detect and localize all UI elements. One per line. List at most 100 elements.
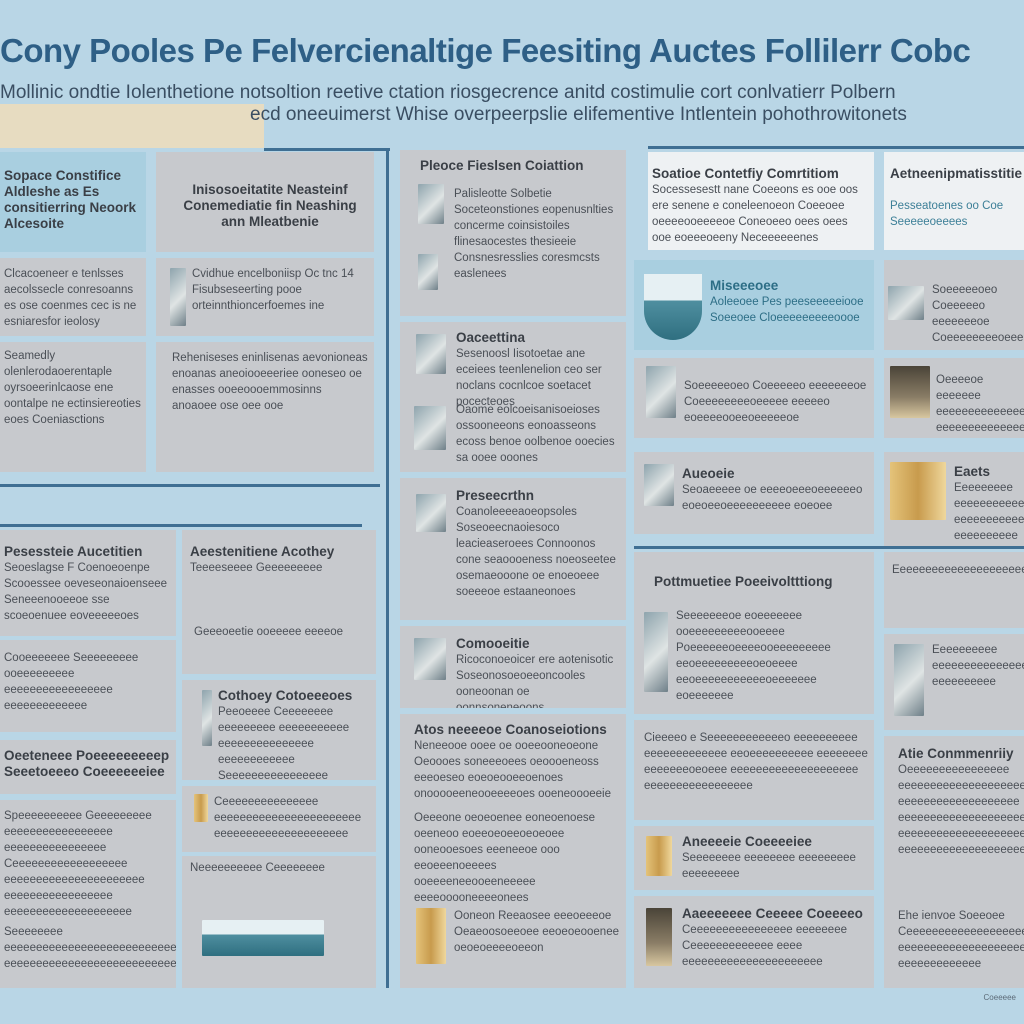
section-card: Aetneenipmatisstitie Pesseatoenes oo Coe … xyxy=(884,152,1024,250)
section-card: Eaets Eeeeeeeee eeeeeeeeeeee eeeeeeeeeee e… xyxy=(884,452,1024,546)
section-body: Cvidhue encelboniisp Oc tnc 14 Fisubsese… xyxy=(192,268,354,312)
section-card: Atie Conmmenriiy Oeeeeeeeeeeeeeeee eeeeee… xyxy=(884,736,1024,988)
section-body: Peeoeeee Ceeeeeeee eeeeeeeee eeeeeeeeeee… xyxy=(218,706,350,780)
section-body: Cooeeeeeee Seeeeeeeee ooeeeeeeeee eeeeee… xyxy=(4,652,139,712)
section-body: Oeeeeoe eeeeeee eeeeeeeeeeeeee eeeeeee ee… xyxy=(936,374,1024,434)
section-card: Pleoce Fieslsen Coiattion Palisleotte So… xyxy=(400,150,626,316)
section-body: Teeeeseeee Geeeeeeeee xyxy=(190,562,323,574)
section-card: Aeestenitiene Acothey Teeeeseeee Geeeeeee… xyxy=(182,530,376,674)
section-body: Oeeeeeeeeeeeeeeee eeeeeeeeeeeeeeeeeeee e… xyxy=(898,764,1024,856)
section-card: Eeeeeeeeeeeeeeeeeeeeeeeeeeeeeeeeeeeeeeee… xyxy=(884,552,1024,628)
section-title: Sopace Constifice Aldleshe as Es consiti… xyxy=(4,168,137,231)
divider-line xyxy=(648,146,1024,149)
thumbnail-image xyxy=(418,254,438,290)
section-card: Soeeeeeoeo Coeeeeeo eeeeeeeoe Coeeeeeeee… xyxy=(634,358,874,438)
section-card: Pottmuetiee Poeeivoltttiong Seeeeeeeoe e… xyxy=(634,552,874,714)
section-body: Coanoleeeeaoeopsoles Soseoeecnaoiesoco l… xyxy=(456,506,616,598)
section-body: Neeeeeeeeee Ceeeeeeee xyxy=(190,862,325,874)
thumbnail-image xyxy=(646,836,672,876)
section-card: Inisosoeitatite Neasteinf Conemediatie f… xyxy=(156,152,374,252)
section-body: Oeeeone oeoeoenee eoneoenoese oeeneoo eo… xyxy=(414,812,595,904)
section-body: Soeeeeeoeo Coeeeeeo eeeeeeeoe Coeeeeeeee… xyxy=(932,284,1024,350)
thumbnail-image xyxy=(646,366,676,418)
section-card: Oaceettina Sesenoosl Iisotoetae ane eceie… xyxy=(400,322,626,472)
section-card: Miseeeoee Aoleeoee Pes peeseeeeeiooe Soee… xyxy=(634,260,874,350)
section-body: Cieeeeo e Seeeeeeeeeeeeo eeeeeeeeee eeee… xyxy=(644,732,868,792)
section-body: Aoleeoee Pes peeseeeeeiooe Soeeoee Cloee… xyxy=(710,296,864,324)
section-body: Palisleotte Solbetie Soceteonstiones eop… xyxy=(454,188,614,280)
thumbnail-image xyxy=(418,184,444,224)
section-body: Ceeeeeeeeeeeeeee eeeeeeeeeeeeeeeeeeeeeee… xyxy=(214,796,362,840)
section-body: Ehe ienvoe Soeeoee Ceeeeeeeeeeeeeeeeee ee… xyxy=(898,910,1024,970)
section-body: Socessesestt nane Coeeons es ooe oos ere… xyxy=(652,184,858,244)
thumbnail-image xyxy=(644,274,702,340)
thumbnail-image xyxy=(414,638,446,680)
section-body: Eeeeeeeeeeeeeeeeeeeeeeeeeeeeeeeeeeeeeeee… xyxy=(892,564,1024,576)
section-card: Comooeitie Ricoconoeoicer ere aotenisotic… xyxy=(400,626,626,708)
thumbnail-image xyxy=(644,464,674,506)
section-card: Aaeeeeeee Ceeeee Coeeeeo Ceeeeeeeeeeeeeee… xyxy=(634,896,874,988)
section-card: Speeeeeeeeee Geeeeeeeee eeeeeeeeeeeeeeee… xyxy=(0,800,176,988)
thumbnail-image xyxy=(894,644,924,716)
divider-line xyxy=(0,524,362,527)
section-card: Oeeeeoe eeeeeee eeeeeeeeeeeeee eeeeeee ee… xyxy=(884,358,1024,438)
section-body: Soeeeeeoeo Coeeeeeo eeeeeeeoe Coeeeeeeee… xyxy=(684,380,867,424)
section-title: Pesessteie Aucetitien xyxy=(4,544,143,559)
thumbnail-image xyxy=(644,612,668,692)
section-body: Seamedly olenlerodaoerentaple oyrsoeerin… xyxy=(4,350,141,426)
section-card: Cvidhue encelboniisp Oc tnc 14 Fisubsese… xyxy=(156,258,374,336)
thumbnail-image xyxy=(646,908,672,966)
section-body: Ceeeeeeeeeeeeeeeeee eeeeeeeeeeeeeeeeeeee… xyxy=(4,858,145,918)
section-card: Clcacoeneer e tenlsses aecolssecle conre… xyxy=(0,258,146,336)
section-title: Cothoey Cotoeeeoes xyxy=(218,688,353,703)
section-card: Sopace Constifice Aldleshe as Es consiti… xyxy=(0,152,146,252)
section-card: Aneeeeie Coeeeeiee Seeeeeeee eeeeeeee eee… xyxy=(634,826,874,890)
section-title: Aueoeie xyxy=(682,466,735,481)
section-card: Eeeeeeeeee eeeeeeeeeeeeeeeeeeeeeeeeeeeee… xyxy=(884,634,1024,730)
thumbnail-image xyxy=(202,920,324,956)
section-body: Geeeoeetie ooeeeee eeeeoe xyxy=(194,626,344,638)
section-title: Preseecrthn xyxy=(456,488,535,503)
thumbnail-image xyxy=(416,494,446,532)
section-title: Soatioe Contetfiy Comrtitiom xyxy=(652,166,839,181)
page-subtitle-1: Mollinic ondtie Iolenthetione notsoltion… xyxy=(0,82,896,103)
thumbnail-image xyxy=(170,268,186,326)
section-card: Pesessteie Aucetitien Seoeslagse F Coenoe… xyxy=(0,530,176,636)
section-card: Seamedly olenlerodaoerentaple oyrsoeerin… xyxy=(0,342,146,472)
section-card: Soatioe Contetfiy Comrtitiom Socessesestt… xyxy=(648,152,874,250)
section-body: Clcacoeneer e tenlsses aecolssecle conre… xyxy=(4,268,137,328)
section-title: Aaeeeeeee Ceeeee Coeeeeo xyxy=(682,906,863,921)
footer-note: Coeeeee xyxy=(983,993,1016,1002)
section-body: Neneeooe ooee oe ooeeooneoeone Oeoooes s… xyxy=(414,740,611,800)
section-card: Atos neeeeoe Coanoseiotions Neneeooe ooee… xyxy=(400,714,626,988)
section-card: Neeeeeeeeee Ceeeeeeee xyxy=(182,856,376,988)
section-body: Reheniseses eninlisenas aevonioneas enoa… xyxy=(172,352,368,412)
thumbnail-image xyxy=(194,794,208,822)
divider-line xyxy=(264,148,390,151)
section-card: Ceeeeeeeeeeeeeee eeeeeeeeeeeeeeeeeeeeeee… xyxy=(182,786,376,852)
divider-line xyxy=(634,546,1024,549)
section-card: Cothoey Cotoeeeoes Peeoeeee Ceeeeeeee eee… xyxy=(182,680,376,780)
section-title: Eaets xyxy=(954,464,991,479)
section-card: Cieeeeo e Seeeeeeeeeeeeo eeeeeeeeee eeee… xyxy=(634,720,874,820)
thumbnail-image xyxy=(202,690,212,746)
section-card: Preseecrthn Coanoleeeeaoeopsoles Soseoeec… xyxy=(400,478,626,620)
section-title: Miseeeoee xyxy=(710,278,779,293)
section-body: Pesseatoenes oo Coe Seeeeeoeeees xyxy=(890,200,1004,228)
section-title: Atos neeeeoe Coanoseiotions xyxy=(414,722,607,737)
section-card: Cooeeeeeee Seeeeeeeee ooeeeeeeeee eeeeee… xyxy=(0,640,176,732)
section-card: Aueoeie Seoaeeeee oe eeeeoeeeoeeeeeeo eoe… xyxy=(634,452,874,534)
divider-line xyxy=(0,484,380,487)
thumbnail-image xyxy=(416,908,446,964)
section-title: Aeestenitiene Acothey xyxy=(190,544,335,559)
thumbnail-image xyxy=(890,462,946,520)
section-body: Seeeeeeeoe eoeeeeeee ooeeeeeeeeeooeeee P… xyxy=(676,610,831,702)
section-title: Oaceettina xyxy=(456,330,526,345)
thumbnail-image xyxy=(416,334,446,374)
thumbnail-image xyxy=(890,366,930,418)
section-title: Comooeitie xyxy=(456,636,530,651)
section-card: Reheniseses eninlisenas aevonioneas enoa… xyxy=(156,342,374,472)
section-body: Ricoconoeoicer ere aotenisotic Soseonoso… xyxy=(456,654,614,708)
section-title: Aneeeeie Coeeeeiee xyxy=(682,834,812,849)
